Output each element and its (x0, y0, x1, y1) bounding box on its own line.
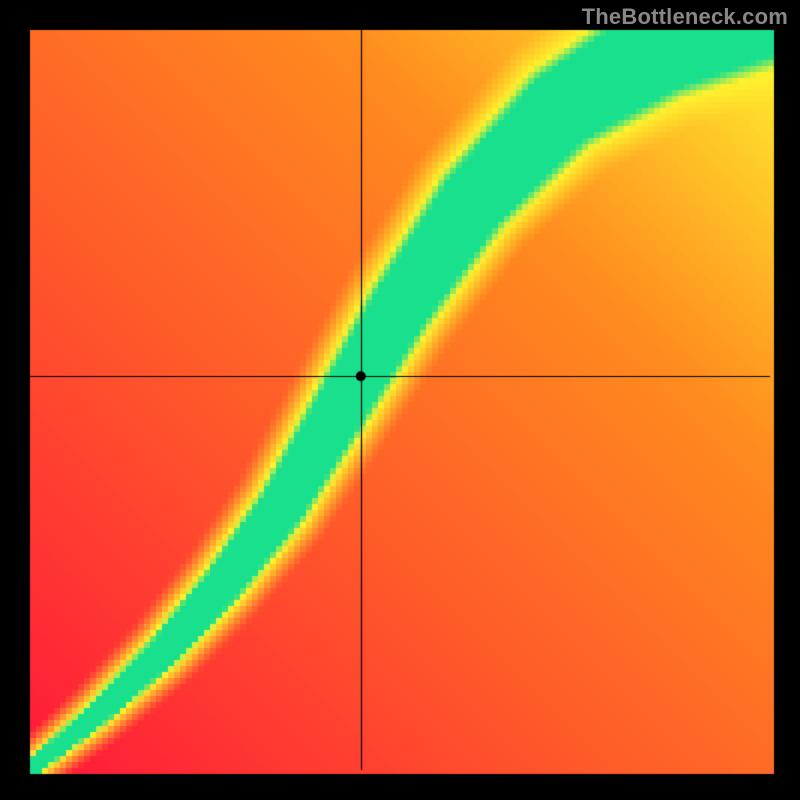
chart-container: TheBottleneck.com (0, 0, 800, 800)
watermark-text: TheBottleneck.com (582, 4, 788, 30)
bottleneck-heatmap-canvas (0, 0, 800, 800)
